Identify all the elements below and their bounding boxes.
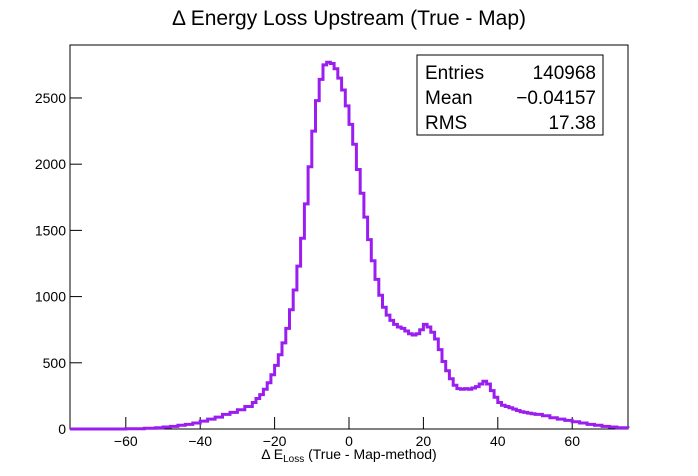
stats-entries-value: 140968 <box>533 63 596 84</box>
x-tick-label: −20 <box>263 433 287 449</box>
stats-rms-label: RMS <box>425 113 467 134</box>
y-tick-label: 2000 <box>35 156 66 172</box>
x-tick-label: −60 <box>114 433 138 449</box>
stats-rms-value: 17.38 <box>548 113 596 134</box>
x-axis-title-subscript: Loss <box>283 454 304 465</box>
y-axis-ticks: 0 500 1000 1500 2000 2500 <box>35 90 82 437</box>
x-tick-label: 40 <box>490 433 506 449</box>
stats-entries-label: Entries <box>425 63 484 84</box>
x-axis-title: Δ ELoss (True - Map-method) <box>261 446 436 465</box>
x-axis-ticks: −60 −40 −20 0 20 40 60 <box>114 417 580 449</box>
histogram-series-line <box>70 60 630 431</box>
x-tick-label: 60 <box>564 433 580 449</box>
stats-box: Entries 140968 Mean −0.04157 RMS 17.38 <box>416 54 604 136</box>
x-tick-label: 20 <box>416 433 432 449</box>
stats-mean-value: −0.04157 <box>516 88 596 109</box>
x-axis-title-suffix: (True - Map-method) <box>304 446 437 462</box>
x-tick-label: 0 <box>345 433 353 449</box>
y-tick-label: 1000 <box>35 289 66 305</box>
chart-title: Δ Energy Loss Upstream (True - Map) <box>172 7 526 30</box>
y-tick-label: 1500 <box>35 222 66 238</box>
y-tick-label: 500 <box>43 355 67 371</box>
y-tick-label: 2500 <box>35 90 66 106</box>
x-tick-label: −40 <box>188 433 212 449</box>
y-tick-label: 0 <box>58 421 66 437</box>
stats-mean-label: Mean <box>425 88 473 109</box>
stats-box-frame <box>416 54 604 136</box>
x-axis-title-prefix: Δ E <box>261 446 283 462</box>
